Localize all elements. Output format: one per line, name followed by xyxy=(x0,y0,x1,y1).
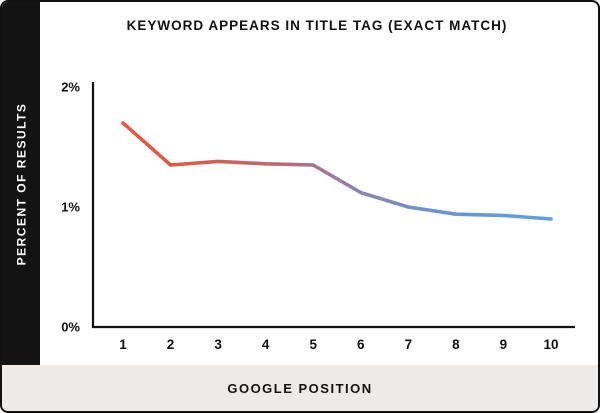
x-axis-label: GOOGLE POSITION xyxy=(227,380,373,396)
y-tick-label: 2% xyxy=(61,80,80,95)
y-axis-label-bar: PERCENT OF RESULTS xyxy=(2,2,40,365)
x-tick-label: 1 xyxy=(119,337,127,352)
x-tick-label: 7 xyxy=(405,337,413,352)
x-tick-label: 3 xyxy=(214,337,222,352)
x-axis-label-bar: GOOGLE POSITION xyxy=(2,365,598,411)
x-tick-label: 9 xyxy=(500,337,508,352)
y-tick-label: 1% xyxy=(61,200,80,215)
x-tick-label: 5 xyxy=(309,337,317,352)
chart-title: KEYWORD APPEARS IN TITLE TAG (EXACT MATC… xyxy=(126,18,508,33)
y-axis-label: PERCENT OF RESULTS xyxy=(14,102,29,265)
x-tick-label: 4 xyxy=(262,337,270,352)
data-line-series xyxy=(121,121,553,221)
x-tick-label: 10 xyxy=(543,337,558,352)
x-tick-label: 6 xyxy=(357,337,365,352)
x-tick-label: 2 xyxy=(167,337,175,352)
y-tick-label: 0% xyxy=(61,320,80,335)
x-tick-label: 8 xyxy=(452,337,460,352)
